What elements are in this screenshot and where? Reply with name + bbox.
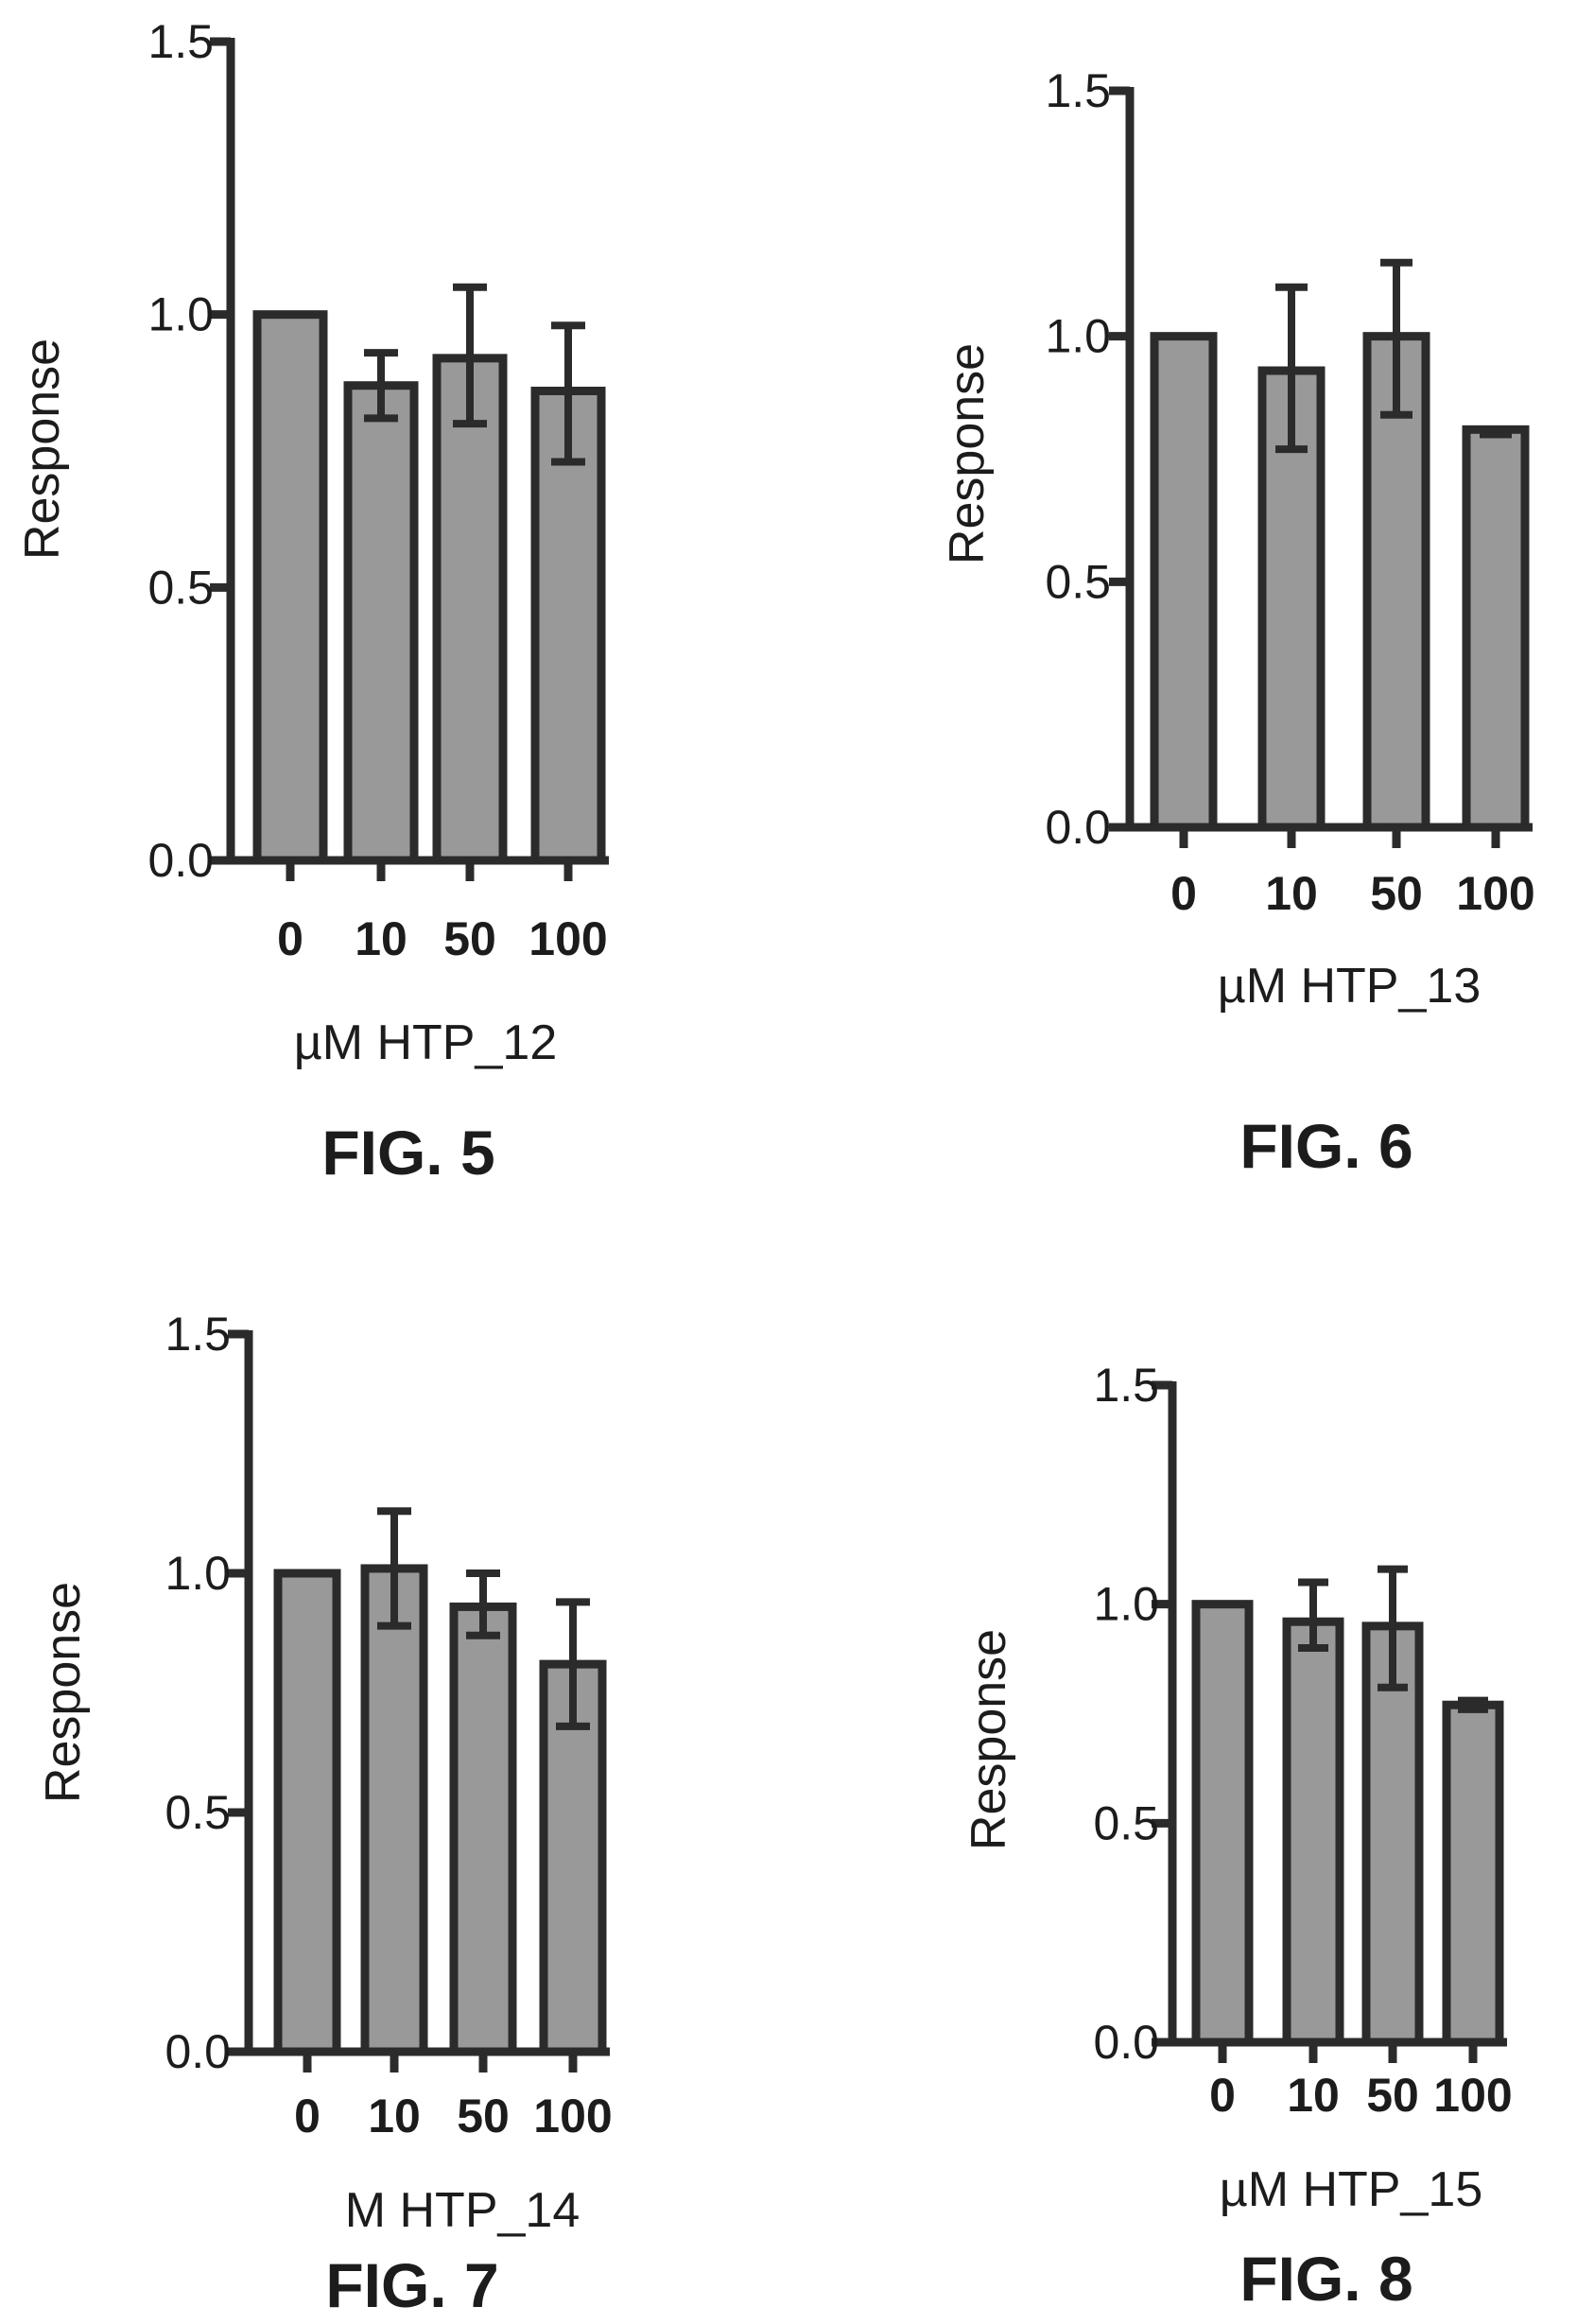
y-tick-label: 1.0 xyxy=(165,1547,231,1600)
category-label: 100 xyxy=(1433,2069,1512,2122)
y-axis-label: Response xyxy=(962,1629,1016,1850)
bar xyxy=(1282,1617,1344,2047)
y-tick-label: 0.5 xyxy=(1045,555,1111,608)
bar xyxy=(1462,425,1530,832)
category-label: 50 xyxy=(443,912,496,965)
y-tick-label: 0.0 xyxy=(165,2025,231,2078)
y-tick-label: 0.0 xyxy=(147,834,214,887)
y-tick-label: 1.0 xyxy=(1093,1578,1159,1631)
bar xyxy=(530,386,606,865)
y-axis-label: Response xyxy=(15,338,70,560)
category-label: 10 xyxy=(1287,2069,1340,2122)
category-label: 50 xyxy=(457,2090,510,2142)
category-label: 50 xyxy=(1370,867,1423,920)
chart-2: 0.0 0.5 1.0 1.5 0 10 50 100 µM HTP_13 Response FIG… xyxy=(940,64,1535,1181)
bar xyxy=(1150,332,1218,832)
y-axis-label: Response xyxy=(36,1582,91,1803)
bar xyxy=(252,310,328,865)
y-tick-label: 1.5 xyxy=(147,15,214,68)
category-label: 100 xyxy=(529,912,607,965)
y-tick-label: 0.5 xyxy=(1093,1796,1159,1849)
x-axis-label: µM HTP_13 xyxy=(1218,959,1481,1014)
y-tick-label: 0.5 xyxy=(165,1786,231,1839)
figure-label: FIG. 6 xyxy=(1239,1111,1412,1181)
bar xyxy=(1361,1622,1424,2047)
bar xyxy=(1191,1600,1254,2047)
figure-label: FIG. 7 xyxy=(325,2250,498,2320)
y-tick-label: 1.5 xyxy=(1045,64,1111,117)
bar xyxy=(273,1569,341,2056)
chart-4: 0.0 0.5 1.0 1.5 0 10 50 100 µM HTP_15 Response FIG… xyxy=(962,1359,1513,2314)
category-label: 10 xyxy=(368,2090,421,2142)
category-label: 10 xyxy=(355,912,407,965)
figure-label: FIG. 5 xyxy=(321,1118,494,1188)
x-axis-label: µM HTP_12 xyxy=(294,1015,557,1070)
y-axis-label: Response xyxy=(940,343,995,564)
chart-1: 0.0 0.5 1.0 1.5 0 10 50 100 µM HTP_12 Response FIG… xyxy=(15,15,609,1188)
y-tick-label: 0.5 xyxy=(147,561,214,614)
bar xyxy=(432,354,508,865)
y-tick-label: 1.5 xyxy=(165,1308,231,1361)
figure-label: FIG. 8 xyxy=(1239,2244,1412,2314)
bar xyxy=(449,1602,517,2056)
category-label: 0 xyxy=(1209,2069,1236,2122)
category-label: 50 xyxy=(1366,2069,1419,2122)
category-label: 0 xyxy=(277,912,303,965)
y-tick-label: 0.0 xyxy=(1093,2016,1159,2069)
chart-3: 0.0 0.5 1.0 1.5 0 10 50 100 M HTP_14 Response FIG.… xyxy=(36,1308,613,2320)
x-axis-label: M HTP_14 xyxy=(345,2183,581,2238)
x-axis-label: µM HTP_15 xyxy=(1220,2162,1482,2217)
category-label: 0 xyxy=(1170,867,1197,920)
y-tick-label: 1.0 xyxy=(1045,310,1111,363)
y-tick-label: 0.0 xyxy=(1045,801,1111,854)
category-label: 100 xyxy=(1456,867,1534,920)
category-label: 100 xyxy=(533,2090,612,2142)
bar xyxy=(1442,1700,1504,2047)
y-tick-label: 1.0 xyxy=(147,288,214,341)
category-label: 10 xyxy=(1265,867,1318,920)
y-tick-label: 1.5 xyxy=(1093,1359,1159,1412)
bar xyxy=(360,1564,428,2056)
bar xyxy=(343,381,419,865)
category-label: 0 xyxy=(294,2090,321,2142)
